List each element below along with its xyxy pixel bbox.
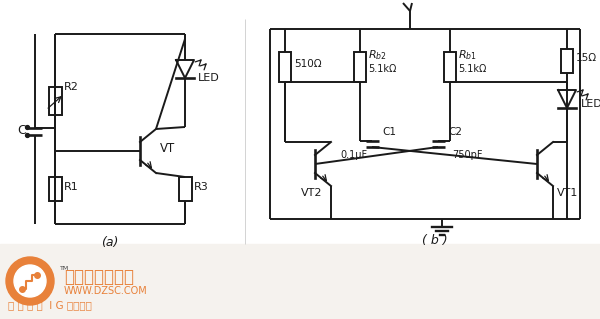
Text: R3: R3: [194, 182, 209, 192]
Text: VT2: VT2: [301, 188, 323, 198]
Bar: [0, 244, 600, 319]
Circle shape: [14, 265, 46, 297]
Bar: [279, 52, 291, 82]
Bar: [49, 87, 62, 115]
Text: 15Ω: 15Ω: [576, 53, 597, 63]
Text: C1: C1: [382, 127, 396, 137]
Text: WWW.DZSC.COM: WWW.DZSC.COM: [64, 286, 148, 296]
Bar: [49, 177, 62, 201]
Text: ( b ): ( b ): [422, 234, 448, 247]
Text: $R_{b2}$: $R_{b2}$: [368, 48, 387, 62]
Text: (a): (a): [101, 236, 119, 249]
Text: VT: VT: [160, 143, 175, 155]
Bar: [179, 177, 191, 201]
Text: 维库电子市场网: 维库电子市场网: [64, 268, 134, 286]
Text: C: C: [17, 124, 26, 137]
Text: TM: TM: [60, 266, 69, 271]
Text: LED: LED: [581, 99, 600, 109]
Text: 510Ω: 510Ω: [294, 59, 322, 69]
Text: VT1: VT1: [557, 188, 578, 198]
Text: 750pF: 750pF: [452, 150, 482, 160]
Text: R2: R2: [64, 82, 79, 92]
Bar: [444, 52, 456, 82]
Text: R1: R1: [64, 182, 79, 192]
Text: 5.1kΩ: 5.1kΩ: [458, 64, 487, 74]
Text: $R_{b1}$: $R_{b1}$: [458, 48, 477, 62]
Bar: [561, 49, 573, 73]
Bar: [354, 52, 366, 82]
Circle shape: [6, 257, 54, 305]
Text: 0.1μF: 0.1μF: [340, 150, 367, 160]
Text: LED: LED: [198, 73, 220, 83]
Text: C2: C2: [448, 127, 462, 137]
Text: 全 球 最 大  I G 采购网站: 全 球 最 大 I G 采购网站: [8, 300, 92, 310]
Text: 5.1kΩ: 5.1kΩ: [368, 64, 397, 74]
